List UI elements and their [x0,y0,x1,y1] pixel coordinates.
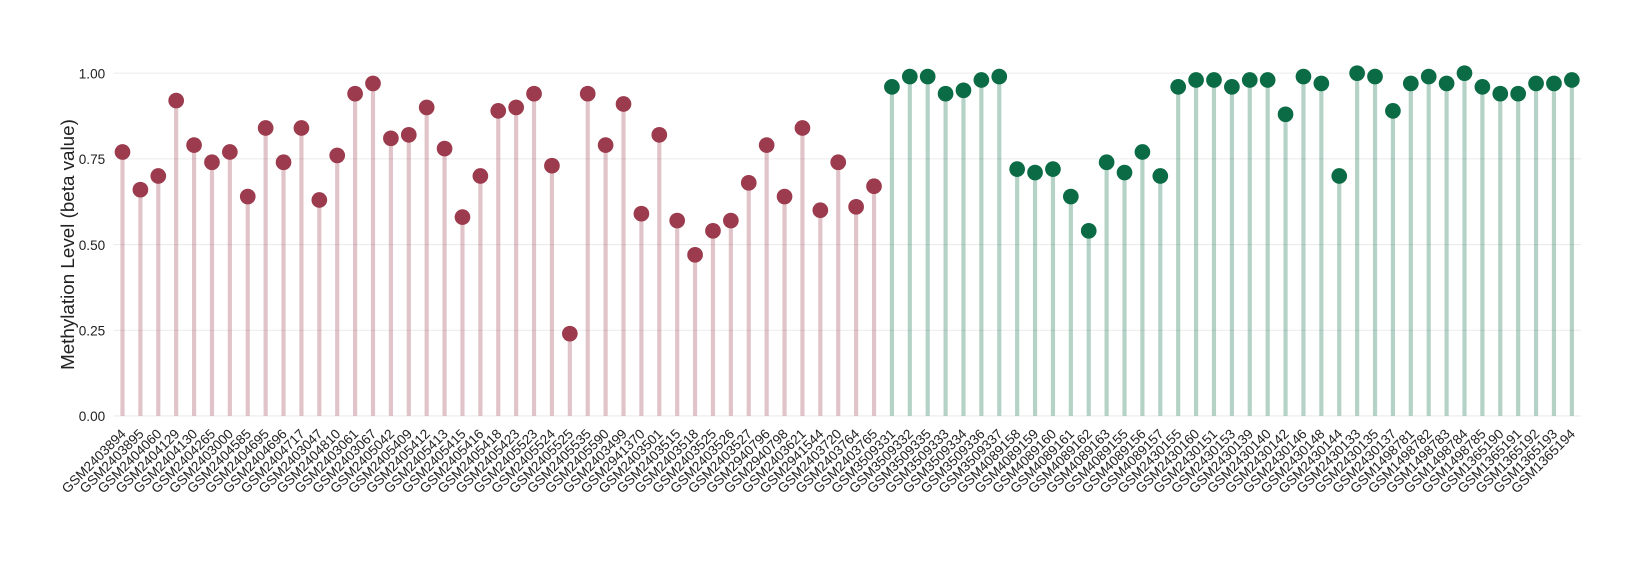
dot [204,154,220,171]
dot [1152,168,1169,184]
y-tick-label: 1.00 [79,66,106,81]
dot [776,188,793,205]
dot [1259,72,1276,88]
dot [472,168,489,184]
dot [669,212,686,229]
dot [955,82,972,99]
dot [275,154,292,171]
dot [1045,161,1061,177]
y-tick-label: 0.00 [79,409,106,424]
dot [1098,154,1115,171]
dot [544,157,560,174]
dot [1080,222,1097,239]
dot [579,85,596,102]
dot [1420,68,1437,85]
dot [132,181,149,198]
dot [1492,85,1509,102]
dot [919,68,936,85]
dot [490,103,507,119]
dot [150,168,167,184]
dot [400,127,417,143]
dot [1062,188,1079,205]
dot [168,92,185,109]
dot [705,222,721,239]
dot [508,99,524,116]
dot [651,127,668,143]
dot [723,212,739,229]
dot [758,137,775,153]
dot [1564,72,1580,88]
dot [1009,161,1025,177]
dot [597,137,614,153]
dot [1331,168,1348,184]
y-tick-label: 0.75 [79,152,105,167]
dot [794,120,811,136]
dot [1349,65,1365,81]
dot [239,188,256,205]
dot [973,72,990,88]
dot [991,68,1008,85]
dot [740,175,757,191]
dot [222,144,238,160]
dot [1438,75,1455,92]
dot [418,99,435,116]
dot [1027,164,1043,181]
dot [830,154,847,171]
dot [293,120,310,136]
dot [1528,75,1544,92]
dot [1241,72,1258,88]
dot [347,85,363,102]
dot [901,68,918,85]
y-tick-label: 0.25 [79,323,105,338]
dot [1474,79,1491,95]
dot [1170,79,1187,95]
dot [365,75,381,92]
dot [812,202,829,219]
dot [257,120,274,136]
dot [937,85,954,102]
dot [1224,79,1240,95]
dot [311,192,328,208]
dot [1367,68,1383,85]
y-tick-label: 0.50 [79,238,106,253]
dot [186,137,202,153]
dot [383,130,399,147]
dot [436,140,453,157]
dot [114,144,131,160]
dot [1456,65,1473,81]
dot [1116,164,1133,181]
dot [561,325,578,342]
dot [1206,72,1222,88]
dot [1295,68,1312,85]
dot [329,147,346,164]
dot [1385,103,1401,119]
dot [454,209,471,225]
dot [1188,72,1204,88]
dot [1277,106,1294,123]
y-axis-title: Methylation Level (beta value) [57,119,78,370]
dot [884,79,900,95]
dot [1510,85,1527,102]
dot [1402,75,1419,92]
dot [866,178,882,195]
dot [687,246,703,263]
dot [526,85,542,102]
dot [615,96,632,112]
dot [1313,75,1330,92]
dot [848,198,864,215]
dot [633,205,650,222]
dot [1546,75,1562,92]
dot [1134,144,1151,160]
